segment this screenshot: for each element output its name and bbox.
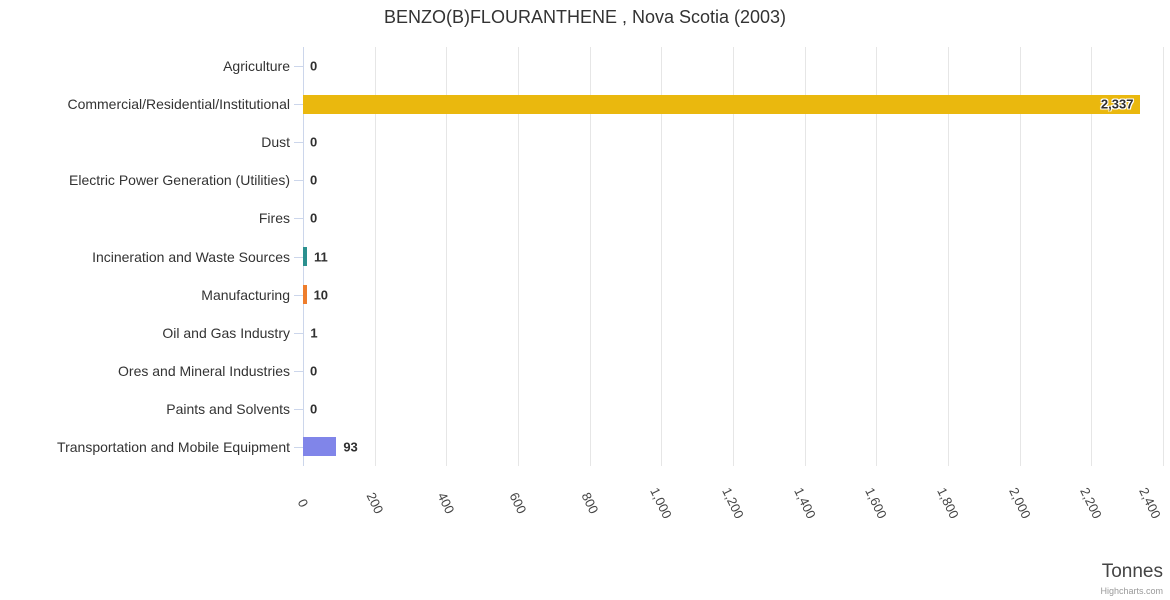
category-tick (294, 142, 303, 144)
x-axis-tick-label: 2,400 (1136, 485, 1164, 521)
x-axis-tick-label: 1,400 (790, 485, 819, 521)
category-label: Oil and Gas Industry (162, 324, 290, 341)
highcharts-credits-link[interactable]: Highcharts.com (1100, 586, 1163, 596)
category-label: Ores and Mineral Industries (118, 362, 290, 379)
category-label: Manufacturing (201, 286, 290, 303)
x-axis-tick-label: 1,600 (862, 485, 891, 521)
data-label: 11 (313, 249, 328, 264)
category-tick (294, 104, 303, 106)
category-tick (294, 446, 303, 448)
gridline (876, 47, 878, 466)
bar[interactable] (303, 94, 1141, 114)
category-tick (294, 66, 303, 68)
bar[interactable] (303, 247, 307, 266)
gridline (589, 47, 591, 466)
x-axis-tick-label: 2,200 (1077, 485, 1106, 521)
x-axis-tick-label: 1,200 (719, 485, 747, 521)
bar[interactable] (303, 285, 307, 305)
chart-title: BENZO(B)FLOURANTHENE , Nova Scotia (2003… (383, 7, 787, 27)
category-tick (294, 370, 303, 372)
x-axis-title: Tonnes (1101, 561, 1163, 582)
gridline (1163, 47, 1164, 466)
category-label: Fires (258, 210, 290, 227)
x-axis-tick-label: 1,000 (647, 485, 676, 521)
x-axis-tick-label: 1,800 (934, 485, 962, 521)
data-label: 1 (310, 325, 318, 341)
data-label: 0 (310, 134, 318, 150)
category-tick (294, 256, 303, 258)
category-label: Agriculture (223, 58, 290, 75)
gridline (374, 47, 376, 466)
gridline (518, 47, 519, 466)
data-label: 0 (310, 210, 318, 226)
category-tick (294, 218, 303, 220)
x-axis-tick-label: 2,000 (1005, 485, 1034, 521)
category-tick (294, 294, 303, 296)
category-label: Transportation and Mobile Equipment (57, 438, 290, 455)
x-axis-tick-label: 600 (506, 489, 530, 517)
gridline (661, 47, 663, 466)
x-axis-tick-label: 800 (578, 489, 602, 517)
bar[interactable] (303, 437, 337, 457)
data-label: 0 (310, 172, 318, 188)
category-tick (294, 180, 303, 182)
category-tick (294, 408, 303, 410)
gridline (733, 47, 734, 466)
category-label: Dust (261, 134, 290, 151)
gridline (1091, 47, 1093, 466)
x-axis-tick-label: 400 (434, 489, 458, 517)
data-label: 10 (313, 287, 329, 303)
gridline (1019, 47, 1021, 466)
gridline (804, 47, 806, 466)
data-label: 2,337 (1100, 96, 1134, 112)
x-axis-tick-label: 200 (363, 489, 387, 517)
category-label: Commercial/Residential/Institutional (67, 96, 290, 113)
category-tick (294, 332, 303, 334)
data-label: 0 (310, 363, 318, 379)
gridline (446, 47, 448, 466)
x-axis-tick-label: 0 (294, 496, 312, 510)
gridline (948, 47, 949, 466)
category-label: Paints and Solvents (166, 400, 290, 417)
category-label: Electric Power Generation (Utilities) (69, 172, 290, 189)
data-label: 0 (310, 401, 318, 417)
data-label: 93 (343, 439, 358, 455)
data-label: 0 (310, 58, 318, 74)
category-label: Incineration and Waste Sources (92, 248, 290, 265)
